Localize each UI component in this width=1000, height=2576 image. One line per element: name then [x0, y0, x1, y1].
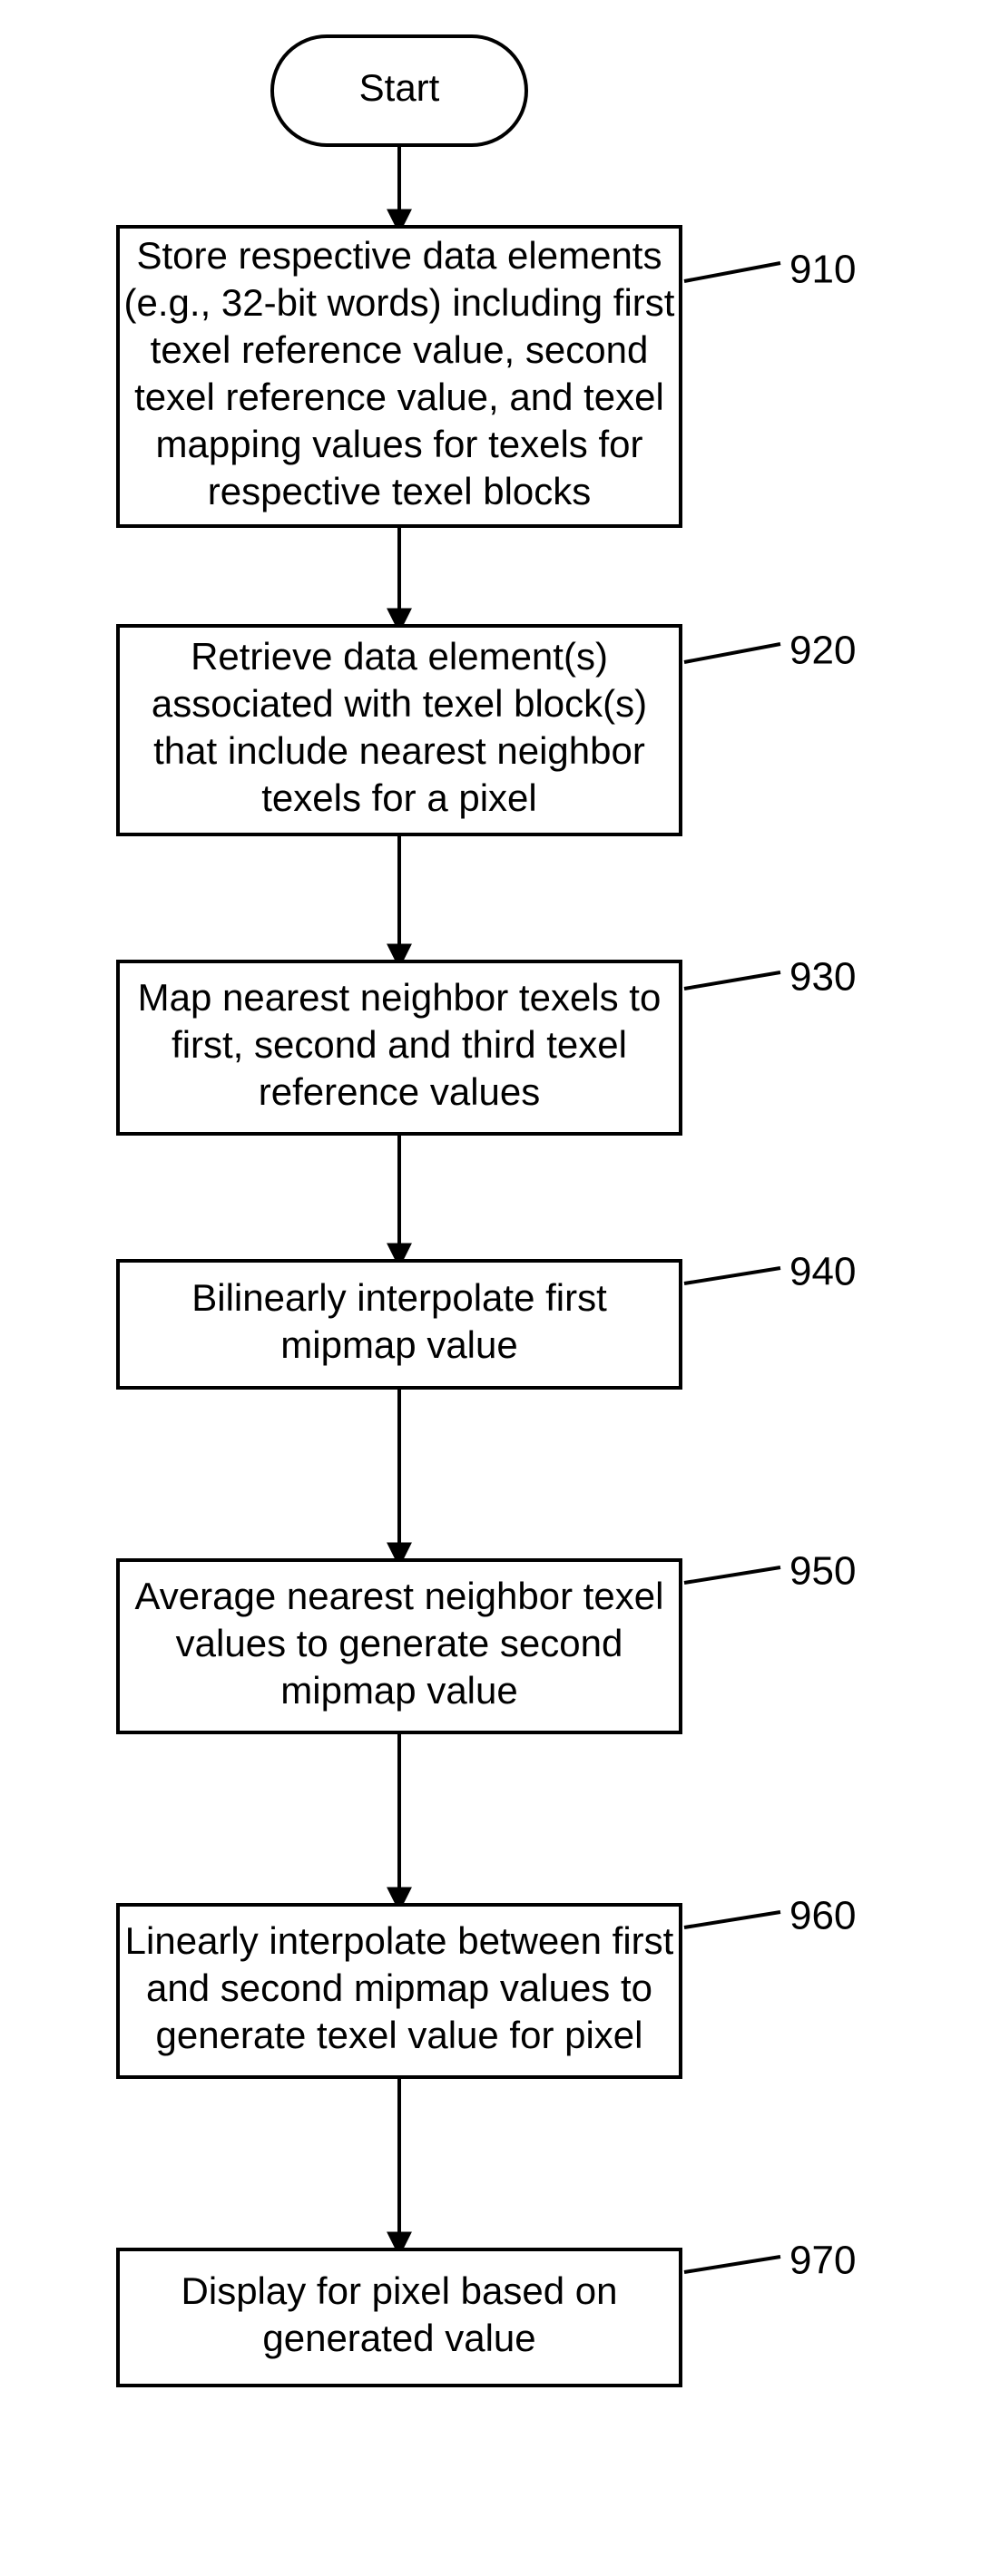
svg-text:mipmap value: mipmap value: [280, 1669, 517, 1712]
svg-text:Average nearest neighbor texel: Average nearest neighbor texel: [135, 1575, 664, 1617]
ref-label: 920: [789, 629, 856, 673]
svg-text:reference values: reference values: [259, 1070, 541, 1113]
node-n920: Retrieve data element(s)associated with …: [118, 626, 856, 834]
node-n970: Display for pixel based on generated valu…: [118, 2239, 856, 2386]
ref-label: 930: [789, 955, 856, 1000]
svg-text:texels for a pixel: texels for a pixel: [261, 776, 536, 819]
leader-line: [684, 263, 780, 281]
leader-line: [684, 1268, 780, 1283]
svg-text:mipmap value: mipmap value: [280, 1323, 517, 1366]
svg-text:respective texel blocks: respective texel blocks: [208, 470, 592, 512]
ref-label: 950: [789, 1549, 856, 1594]
svg-text:first, second and third texel: first, second and third texel: [172, 1023, 627, 1066]
node-start: Start: [272, 36, 526, 145]
svg-text:values to generate second: values to generate second: [176, 1622, 623, 1664]
node-n910: Store respective data elements(e.g., 32-…: [118, 227, 856, 526]
ref-label: 910: [789, 248, 856, 292]
svg-text:Store respective data elements: Store respective data elements: [137, 234, 662, 277]
svg-text:Display for pixel based on: Display for pixel based on: [181, 2269, 618, 2312]
svg-text:texel reference value, and tex: texel reference value, and texel: [134, 376, 664, 418]
leader-line: [684, 1912, 780, 1927]
svg-text:Start: Start: [359, 66, 440, 109]
leader-line: [684, 972, 780, 989]
svg-text:mapping values for texels for: mapping values for texels for: [156, 423, 643, 465]
svg-text:associated with texel block(s): associated with texel block(s): [152, 682, 647, 725]
svg-text:generated value: generated value: [262, 2317, 535, 2359]
ref-label: 960: [789, 1894, 856, 1938]
node-n960: Linearly interpolate between firstand se…: [118, 1894, 856, 2077]
svg-text:Retrieve data element(s): Retrieve data element(s): [191, 635, 608, 678]
node-n950: Average nearest neighbor texel values to …: [118, 1549, 856, 1732]
svg-text:(e.g., 32-bit words) including: (e.g., 32-bit words) including first: [124, 281, 675, 324]
svg-text:texel reference value, second: texel reference value, second: [151, 328, 649, 371]
svg-text:Map nearest neighbor texels to: Map nearest neighbor texels to: [138, 976, 662, 1019]
node-n930: Map nearest neighbor texels tofirst, sec…: [118, 955, 856, 1134]
ref-label: 970: [789, 2239, 856, 2283]
svg-text:Linearly interpolate between f: Linearly interpolate between first: [125, 1919, 674, 1962]
leader-line: [684, 1567, 780, 1583]
svg-text:that include nearest neighbor: that include nearest neighbor: [153, 729, 645, 772]
ref-label: 940: [789, 1250, 856, 1294]
svg-text:Bilinearly interpolate first: Bilinearly interpolate first: [191, 1276, 607, 1319]
flowchart: Start Store respective data elements(e.g.…: [0, 0, 1000, 2576]
svg-text:generate texel value for pixel: generate texel value for pixel: [156, 2014, 643, 2056]
node-n940: Bilinearly interpolate firstmipmap value…: [118, 1250, 856, 1388]
svg-text:and second mipmap values to: and second mipmap values to: [146, 1966, 652, 2009]
leader-line: [684, 2257, 780, 2272]
leader-line: [684, 644, 780, 662]
